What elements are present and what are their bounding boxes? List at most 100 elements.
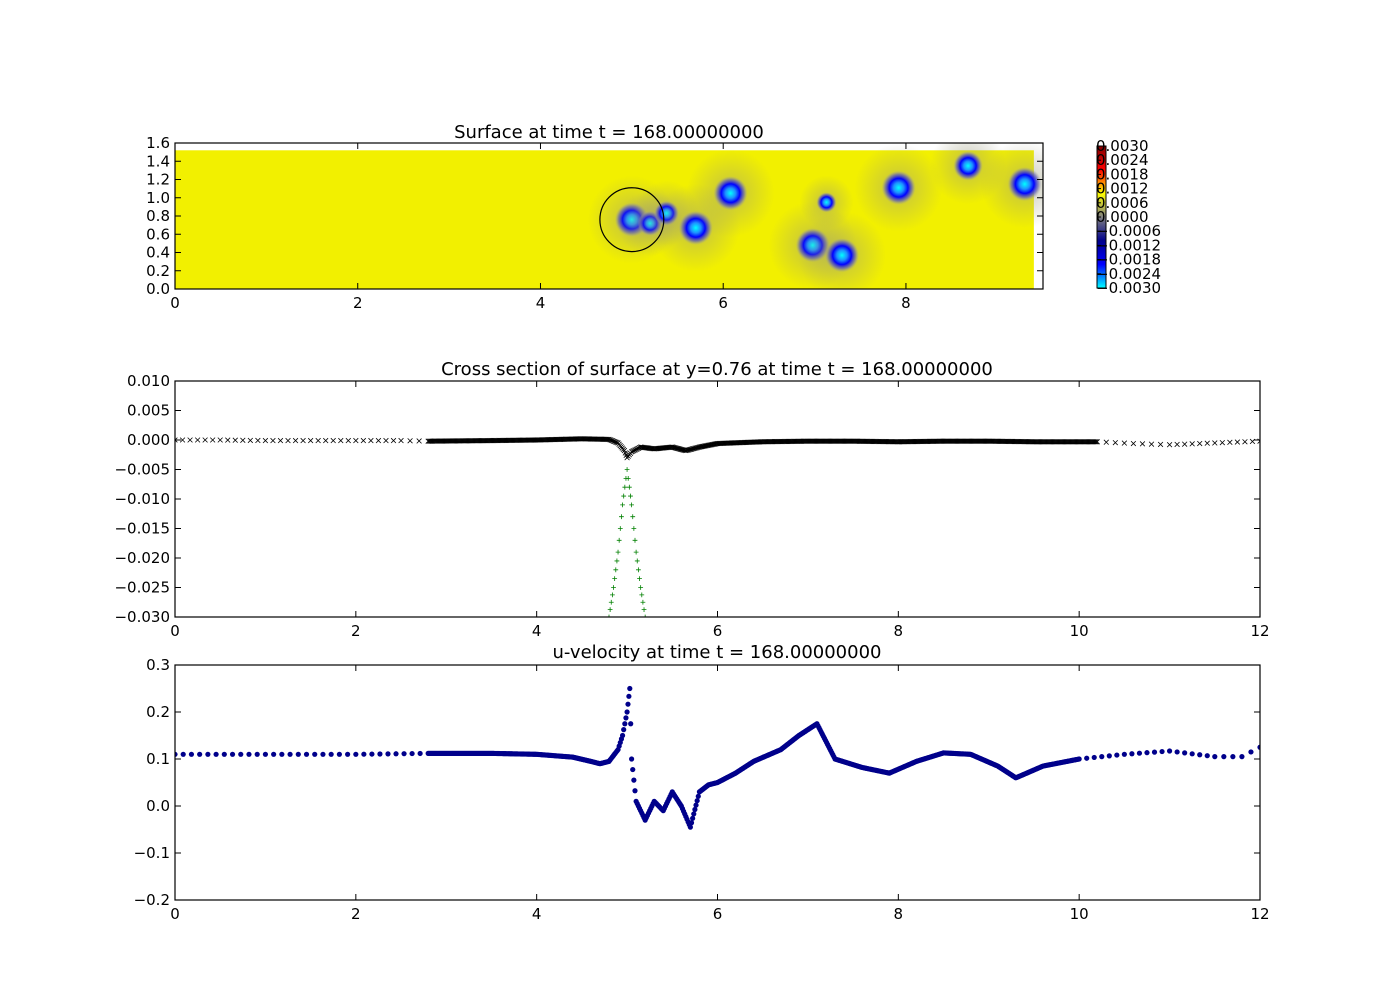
- velocity-point: [1144, 750, 1150, 756]
- velocity-point: [279, 751, 285, 757]
- cross-section-point: [615, 549, 621, 555]
- cross-section-point: [640, 599, 646, 605]
- cross-section-point: [262, 437, 269, 444]
- depression-spot: [824, 238, 859, 273]
- velocity-point: [623, 715, 629, 721]
- cross-section-point: [1219, 439, 1226, 446]
- cross-section-point: [628, 493, 633, 499]
- cross-section-point: [633, 549, 639, 555]
- y-tick-label: 0.8: [146, 207, 170, 225]
- colorbar-label: 0.0012: [1096, 180, 1149, 198]
- velocity-point: [1239, 754, 1245, 760]
- cross-section-point: [1166, 442, 1173, 448]
- velocity-point: [627, 685, 633, 692]
- cross-section-point: [611, 585, 616, 590]
- y-tick-label: −0.010: [114, 490, 170, 508]
- x-tick-label: 0: [170, 294, 180, 312]
- cross-section-point: [642, 614, 648, 617]
- cross-section-point: [179, 437, 186, 443]
- cross-section-point: [175, 437, 178, 443]
- velocity-point: [393, 751, 399, 757]
- cross-section-axes-frame: [174, 380, 1261, 618]
- cross-section-point: [671, 444, 678, 451]
- cross-section-point: [1092, 439, 1098, 445]
- cross-section-point: [670, 444, 677, 451]
- cross-section-point: [330, 437, 336, 444]
- depression-spot: [1007, 167, 1042, 202]
- cross-section-point: [626, 484, 632, 490]
- colorbar: 0.00300.00240.00180.00120.00060.0000−0.0…: [1096, 137, 1161, 297]
- cross-section-point: [1234, 439, 1241, 445]
- cross-section-title: Cross section of surface at y=0.76 at ti…: [441, 359, 993, 380]
- y-tick-label: −0.020: [114, 549, 170, 567]
- cross-section-point: [285, 437, 291, 444]
- surface-x-axis: 0 2 4 6 8: [170, 143, 911, 312]
- velocity-point: [1230, 754, 1236, 760]
- cross-section-point: [637, 576, 642, 582]
- cross-section-point: [635, 567, 641, 573]
- cross-section-point: [676, 446, 683, 452]
- cross-section-y-axis: 0.010 0.005 0.000 −0.005 −0.010 −0.015 −0.020 −…: [114, 372, 1260, 626]
- velocity-point: [205, 751, 211, 757]
- cross-section-point: [669, 444, 675, 450]
- velocity-point: [1106, 753, 1112, 759]
- colorbar-label: 0.0006: [1096, 194, 1149, 212]
- cross-section-point: [632, 537, 638, 543]
- cross-section-point: [383, 437, 389, 444]
- velocity-point: [1197, 752, 1203, 758]
- velocity-point: [1136, 750, 1143, 756]
- velocity-point: [628, 721, 634, 727]
- cross-section-point: [1094, 439, 1100, 445]
- velocity-point: [622, 721, 628, 727]
- velocity-x-axis: 0 2 4 6 8 10 12: [170, 665, 1270, 923]
- cross-section-point: [1204, 440, 1210, 446]
- velocity-point: [409, 750, 415, 757]
- cross-section-point: [277, 437, 284, 444]
- probe-circle: [599, 187, 665, 253]
- y-tick-label: 0.6: [146, 225, 170, 243]
- y-tick-label: 0.005: [127, 402, 170, 420]
- cross-section-point: [616, 537, 622, 543]
- cross-section-points: [175, 436, 1260, 617]
- velocity-point: [353, 751, 359, 757]
- cross-section-point: [619, 514, 624, 520]
- y-tick-label: −0.030: [114, 608, 170, 626]
- y-tick-label: −0.025: [114, 579, 170, 597]
- y-tick-label: −0.1: [134, 844, 170, 862]
- velocity-point: [624, 709, 630, 715]
- cross-section-point: [1103, 439, 1109, 445]
- y-tick-label: −0.015: [114, 520, 170, 538]
- cross-section-point: [675, 446, 682, 452]
- velocity-point: [695, 793, 701, 799]
- x-tick-label: 2: [351, 905, 361, 923]
- velocity-point: [246, 751, 252, 757]
- velocity-point: [180, 751, 186, 757]
- velocity-point: [1257, 744, 1260, 750]
- cross-section-point: [1130, 440, 1137, 447]
- cross-section-x-axis: 0 2 4 6 8 10 12: [170, 381, 1270, 640]
- y-tick-label: 0.0: [146, 280, 170, 298]
- velocity-point: [690, 815, 696, 821]
- velocity-point: [632, 788, 638, 794]
- cross-section-point: [672, 445, 679, 451]
- cross-section-point: [613, 567, 619, 573]
- cross-section-point: [255, 437, 261, 444]
- cross-section-point: [609, 592, 615, 598]
- velocity-point: [1099, 754, 1105, 760]
- x-tick-label: 8: [894, 905, 904, 923]
- velocity-point: [631, 777, 637, 783]
- x-tick-label: 8: [894, 622, 904, 640]
- surface-y-axis: 0.00.20.40.60.81.01.21.41.6: [146, 134, 1043, 298]
- velocity-point: [1182, 750, 1188, 756]
- velocity-point: [1114, 752, 1120, 758]
- velocity-point: [619, 732, 626, 739]
- cross-section-point: [407, 438, 413, 444]
- velocity-point: [621, 727, 627, 733]
- cross-section-point: [1197, 440, 1203, 447]
- depression-spot: [881, 170, 916, 205]
- velocity-point: [262, 751, 269, 757]
- depression-spot: [816, 192, 837, 213]
- y-tick-label: 1.2: [146, 171, 170, 189]
- cross-section-point: [706, 442, 712, 448]
- x-tick-label: 4: [532, 905, 542, 923]
